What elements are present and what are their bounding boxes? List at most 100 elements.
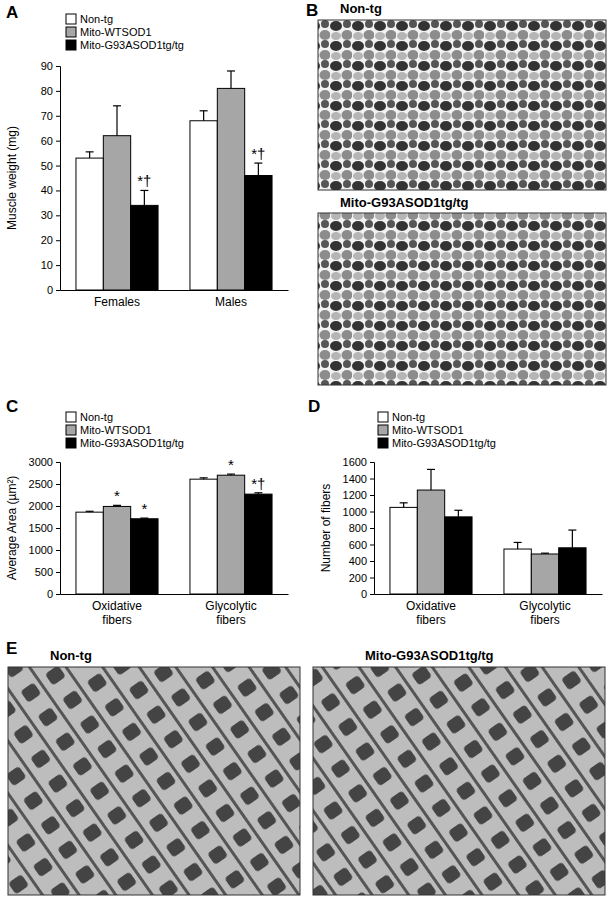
plot-area bbox=[76, 71, 272, 290]
y-tick: 2500 bbox=[29, 478, 60, 490]
error-bar bbox=[514, 542, 522, 549]
y-tick-mark bbox=[56, 550, 60, 551]
y-tick-label: 30 bbox=[41, 209, 53, 221]
bar bbox=[76, 158, 103, 290]
y-tick-mark bbox=[56, 66, 60, 67]
x-tick-label: Oxidativefibers bbox=[406, 599, 456, 627]
bar bbox=[103, 506, 130, 594]
error-bar-stem bbox=[144, 190, 145, 205]
error-bar-cap bbox=[140, 190, 148, 191]
x-tick-label-line: fibers bbox=[216, 613, 245, 627]
y-tick: 1600 bbox=[343, 456, 374, 468]
error-bar-cap bbox=[427, 469, 435, 470]
error-bar-stem bbox=[517, 542, 518, 549]
image-panel: ENon-tgMito-G93ASOD1tg/tg bbox=[6, 639, 605, 895]
y-tick: 50 bbox=[41, 160, 60, 172]
x-tick: Oxidativefibers bbox=[406, 594, 456, 627]
bar bbox=[245, 176, 272, 290]
micrograph-label: Non-tg bbox=[50, 648, 92, 663]
y-tick: 800 bbox=[349, 522, 374, 534]
y-tick: 500 bbox=[35, 566, 60, 578]
error-bar bbox=[227, 474, 235, 475]
legend-label: Mito-WTSOD1 bbox=[80, 424, 152, 436]
plot-area bbox=[76, 474, 272, 594]
y-tick-mark bbox=[56, 462, 60, 463]
y-tick-label: 0 bbox=[361, 588, 367, 600]
y-tick-label: 200 bbox=[349, 572, 367, 584]
panel-1: C 0 500 1000 1500 2000 2500 3000 Average Area (µ… bbox=[5, 397, 289, 627]
panel-label: B bbox=[306, 1, 318, 20]
error-bar bbox=[454, 510, 462, 517]
error-bar bbox=[140, 190, 148, 205]
y-tick-mark bbox=[56, 240, 60, 241]
error-bar-cap bbox=[254, 162, 262, 163]
x-axis: Females Males bbox=[61, 290, 289, 309]
y-tick-mark bbox=[370, 594, 374, 595]
x-tick-label-line: fibers bbox=[530, 613, 559, 627]
legend-swatch bbox=[378, 425, 388, 435]
annotation: *† bbox=[251, 145, 265, 162]
error-bar bbox=[86, 511, 94, 513]
y-tick: 1500 bbox=[29, 522, 60, 534]
x-tick-label-line: Oxidative bbox=[92, 599, 142, 613]
error-bar-cap bbox=[113, 505, 121, 506]
legend-swatch bbox=[378, 438, 388, 448]
error-bar bbox=[568, 530, 576, 548]
error-bar-stem bbox=[258, 163, 259, 175]
plot-area bbox=[390, 469, 586, 594]
y-tick-label: 600 bbox=[349, 539, 367, 551]
x-tick: Males bbox=[215, 290, 247, 309]
micrograph bbox=[318, 213, 606, 385]
y-tick: 3000 bbox=[29, 456, 60, 468]
y-tick: 0 bbox=[47, 588, 60, 600]
legend-label: Mito-WTSOD1 bbox=[80, 26, 152, 38]
legend-swatch bbox=[66, 27, 76, 37]
micrograph bbox=[318, 20, 606, 190]
y-tick: 60 bbox=[41, 135, 60, 147]
error-bar-cap bbox=[227, 70, 235, 71]
y-tick-label: 1600 bbox=[343, 456, 367, 468]
y-tick-label: 800 bbox=[349, 522, 367, 534]
panel-label: D bbox=[308, 397, 320, 416]
y-axis-title: Average Area (µm²) bbox=[5, 476, 19, 581]
y-tick-mark bbox=[56, 215, 60, 216]
legend-label: Non-tg bbox=[80, 13, 113, 25]
y-tick: 1400 bbox=[343, 473, 374, 485]
error-bar-cap bbox=[541, 553, 549, 554]
x-tick: Glycolyticfibers bbox=[205, 594, 256, 627]
error-bar-cap bbox=[227, 474, 235, 475]
y-tick: 0 bbox=[361, 588, 374, 600]
y-tick-label: 10 bbox=[41, 259, 53, 271]
y-tick-label: 0 bbox=[47, 284, 53, 296]
y-axis-line bbox=[370, 463, 375, 595]
panel-2: D02004006008001000120014001600Number of … bbox=[308, 397, 603, 627]
legend: Non-tgMito-WTSOD1Mito-G93ASOD1tg/tg bbox=[66, 13, 184, 51]
x-tick: Females bbox=[94, 290, 140, 309]
legend-label: Mito-G93ASOD1tg/tg bbox=[80, 437, 184, 449]
legend: Non-tgMito-WTSOD1Mito-G93ASOD1tg/tg bbox=[66, 411, 184, 449]
x-tick-label-line: fibers bbox=[102, 613, 131, 627]
panel-label: C bbox=[6, 397, 18, 416]
error-bar bbox=[200, 111, 208, 121]
x-tick-label: Glycolyticfibers bbox=[519, 599, 570, 627]
y-tick-mark bbox=[370, 561, 374, 562]
error-bar bbox=[200, 478, 208, 479]
micrograph-label: Mito-G93ASOD1tg/tg bbox=[340, 195, 469, 210]
y-tick: 400 bbox=[349, 555, 374, 567]
micrograph-label: Mito-G93ASOD1tg/tg bbox=[365, 648, 494, 663]
x-axis-line bbox=[61, 290, 289, 291]
image-panel: BNon-tgMito-G93ASOD1tg/tg bbox=[306, 1, 606, 385]
y-tick-mark bbox=[56, 594, 60, 595]
x-axis: OxidativefibersGlycolyticfibers bbox=[61, 594, 289, 627]
y-tick-label: 2000 bbox=[29, 500, 53, 512]
bar bbox=[131, 519, 158, 594]
error-bar bbox=[254, 493, 262, 494]
y-tick: 1200 bbox=[343, 489, 374, 501]
y-tick-label: 1000 bbox=[29, 544, 53, 556]
legend-label: Mito-G93ASOD1tg/tg bbox=[392, 437, 496, 449]
bar bbox=[217, 475, 244, 594]
y-tick: 2000 bbox=[29, 500, 60, 512]
error-bar-cap bbox=[140, 517, 148, 518]
y-tick-mark bbox=[370, 512, 374, 513]
error-bar-stem bbox=[230, 71, 231, 88]
